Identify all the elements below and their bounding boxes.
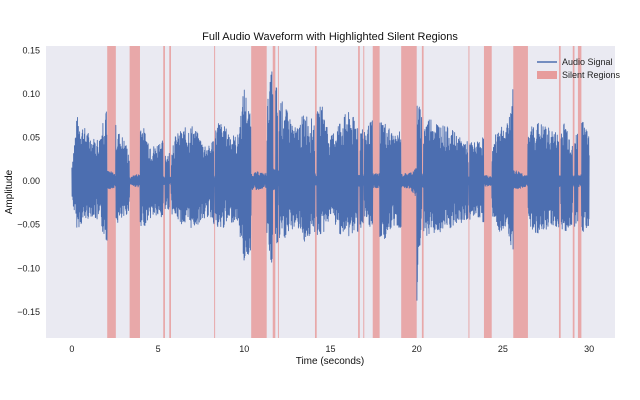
y-tick-label: 0.15 (22, 45, 40, 55)
y-tick-label: −0.05 (17, 220, 40, 230)
silent-region-16 (513, 46, 528, 338)
silent-region-12 (401, 46, 417, 338)
silent-region-7 (277, 46, 279, 338)
x-tick-label: 15 (325, 344, 335, 354)
waveform-layer (71, 71, 590, 301)
x-tick-label: 25 (498, 344, 508, 354)
legend-audio-signal-label: Audio Signal (562, 57, 613, 67)
silent-region-10 (363, 46, 365, 338)
y-tick-labels: 0.15 0.10 0.05 0.00 −0.05 −0.10 −0.15 (17, 45, 40, 316)
silent-regions-layer (107, 46, 582, 338)
silent-region-13 (421, 46, 424, 338)
legend-silent-regions-swatch (537, 71, 557, 79)
silent-region-5 (251, 46, 267, 338)
y-tick-label: −0.15 (17, 307, 40, 317)
x-tick-label: 20 (412, 344, 422, 354)
y-axis-label: Amplitude (4, 169, 15, 214)
silent-region-14 (468, 46, 470, 338)
x-tick-label: 5 (156, 344, 161, 354)
x-tick-label: 0 (69, 344, 74, 354)
silent-region-11 (372, 46, 380, 338)
legend: Audio Signal Silent Regions (537, 57, 621, 80)
y-tick-label: −0.10 (17, 263, 40, 273)
silent-region-3 (169, 46, 171, 338)
y-tick-label: 0.10 (22, 89, 40, 99)
silent-region-8 (314, 46, 317, 338)
silent-region-2 (163, 46, 165, 338)
silent-region-18 (572, 46, 575, 338)
x-tick-label: 30 (584, 344, 594, 354)
silent-region-15 (483, 46, 492, 338)
silent-region-9 (358, 46, 360, 338)
audio-signal-line (71, 71, 590, 301)
silent-region-1 (129, 46, 140, 338)
silent-region-6 (272, 46, 276, 338)
silent-region-4 (214, 46, 216, 338)
y-tick-label: 0.00 (22, 176, 40, 186)
y-tick-label: 0.05 (22, 133, 40, 143)
silent-region-17 (558, 46, 561, 338)
legend-silent-regions-label: Silent Regions (562, 70, 621, 80)
x-tick-labels: 0 5 10 15 20 25 30 (69, 344, 594, 354)
x-tick-label: 10 (239, 344, 249, 354)
silent-region-19 (577, 46, 582, 338)
x-axis-label: Time (seconds) (296, 356, 365, 367)
chart-title: Full Audio Waveform with Highlighted Sil… (202, 31, 458, 43)
silent-region-0 (107, 46, 116, 338)
